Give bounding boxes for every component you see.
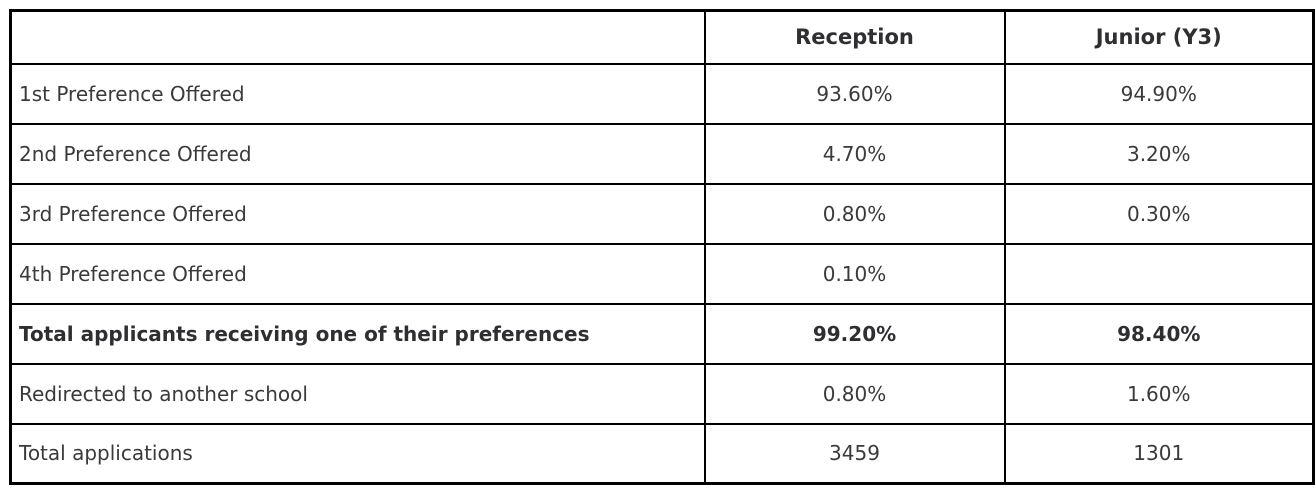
reception-value: 0.80%	[703, 182, 1006, 245]
table-row: 3rd Preference Offered 0.80% 0.30%	[9, 182, 1315, 245]
table-row: Redirected to another school 0.80% 1.60%	[9, 362, 1315, 425]
table-row: 4th Preference Offered 0.10%	[9, 242, 1315, 305]
row-label: Total applicants receiving one of their …	[9, 302, 706, 365]
admissions-table: Reception Junior (Y3) 1st Preference Off…	[9, 9, 1315, 485]
row-label: 2nd Preference Offered	[9, 122, 706, 185]
reception-value: 0.80%	[703, 362, 1006, 425]
table-row-total-applications: Total applications 3459 1301	[9, 422, 1315, 485]
row-label: Redirected to another school	[9, 362, 706, 425]
table-row: 2nd Preference Offered 4.70% 3.20%	[9, 122, 1315, 185]
reception-value: 99.20%	[703, 302, 1006, 365]
row-label: 4th Preference Offered	[9, 242, 706, 305]
table-row: 1st Preference Offered 93.60% 94.90%	[9, 62, 1315, 125]
reception-value: 0.10%	[703, 242, 1006, 305]
row-label: 3rd Preference Offered	[9, 182, 706, 245]
reception-value: 4.70%	[703, 122, 1006, 185]
reception-value: 93.60%	[703, 62, 1006, 125]
row-label: 1st Preference Offered	[9, 62, 706, 125]
row-label: Total applications	[9, 422, 706, 485]
header-row: Reception Junior (Y3)	[9, 9, 1315, 65]
reception-value: 3459	[703, 422, 1006, 485]
junior-value: 98.40%	[1003, 302, 1315, 365]
junior-value: 0.30%	[1003, 182, 1315, 245]
table-row-total-preferences: Total applicants receiving one of their …	[9, 302, 1315, 365]
junior-value: 3.20%	[1003, 122, 1315, 185]
header-junior-y3: Junior (Y3)	[1003, 9, 1315, 65]
junior-value	[1003, 242, 1315, 305]
junior-value: 94.90%	[1003, 62, 1315, 125]
header-reception: Reception	[703, 9, 1006, 65]
junior-value: 1.60%	[1003, 362, 1315, 425]
junior-value: 1301	[1003, 422, 1315, 485]
header-empty-cell	[9, 9, 706, 65]
